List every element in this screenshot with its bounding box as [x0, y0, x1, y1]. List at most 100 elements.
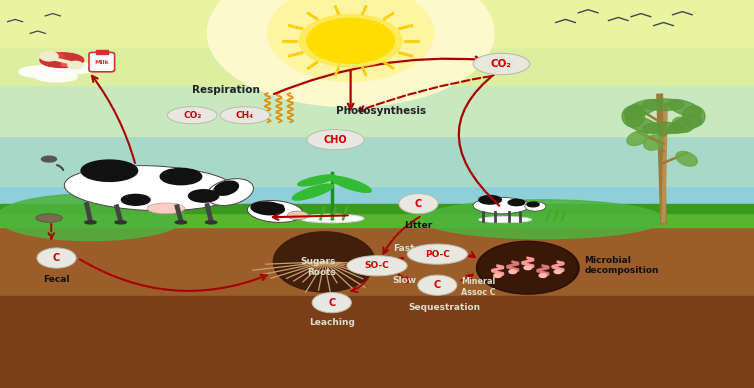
Circle shape: [68, 61, 83, 69]
Text: Photosynthesis: Photosynthesis: [336, 106, 426, 116]
Ellipse shape: [167, 107, 217, 124]
Ellipse shape: [175, 221, 187, 224]
Circle shape: [307, 18, 394, 63]
Ellipse shape: [40, 53, 84, 68]
Ellipse shape: [626, 116, 659, 133]
Text: Sugars: Sugars: [300, 257, 336, 267]
Circle shape: [477, 241, 579, 294]
Bar: [0, 186, 754, 221]
Ellipse shape: [41, 156, 57, 162]
Ellipse shape: [407, 244, 467, 264]
Circle shape: [40, 52, 58, 61]
Text: Microbial
decomposition: Microbial decomposition: [584, 256, 659, 275]
Circle shape: [37, 248, 76, 268]
Circle shape: [494, 274, 501, 277]
Bar: [0, 221, 754, 388]
Ellipse shape: [64, 166, 238, 211]
Ellipse shape: [287, 211, 308, 220]
Ellipse shape: [644, 135, 663, 150]
Ellipse shape: [84, 221, 97, 224]
Ellipse shape: [205, 221, 217, 224]
Ellipse shape: [299, 214, 364, 223]
Ellipse shape: [307, 130, 364, 150]
Circle shape: [299, 14, 402, 67]
Ellipse shape: [147, 203, 185, 214]
Ellipse shape: [622, 106, 645, 127]
Ellipse shape: [35, 72, 77, 82]
Ellipse shape: [161, 168, 201, 185]
Ellipse shape: [642, 99, 685, 111]
Ellipse shape: [624, 105, 645, 120]
Ellipse shape: [527, 202, 539, 207]
Ellipse shape: [0, 194, 185, 241]
Bar: [0, 206, 754, 227]
Text: C: C: [328, 298, 336, 308]
Text: C: C: [415, 199, 422, 209]
Ellipse shape: [673, 117, 692, 132]
Ellipse shape: [207, 0, 494, 107]
Bar: [0, 47, 754, 85]
Circle shape: [509, 270, 516, 274]
Ellipse shape: [474, 54, 529, 75]
Ellipse shape: [676, 151, 697, 166]
Circle shape: [274, 204, 284, 209]
Text: C: C: [434, 280, 441, 290]
Ellipse shape: [668, 116, 701, 133]
Bar: [0, 204, 754, 213]
Bar: [0, 85, 754, 136]
Ellipse shape: [121, 194, 150, 205]
FancyBboxPatch shape: [89, 52, 115, 72]
Text: Fecal: Fecal: [43, 275, 70, 284]
Ellipse shape: [330, 176, 371, 192]
Ellipse shape: [81, 160, 138, 181]
Text: CO₂: CO₂: [183, 111, 201, 120]
Text: SO-C: SO-C: [365, 261, 389, 270]
Circle shape: [539, 274, 547, 277]
Text: PO-C: PO-C: [425, 249, 449, 259]
Text: Milk: Milk: [94, 60, 109, 64]
Text: Mineral
Assoc C: Mineral Assoc C: [461, 277, 496, 297]
Ellipse shape: [627, 131, 648, 146]
Text: C: C: [53, 253, 60, 263]
Bar: [96, 50, 108, 54]
Circle shape: [418, 275, 457, 295]
Text: Fast: Fast: [393, 244, 415, 253]
Circle shape: [399, 194, 438, 214]
Ellipse shape: [214, 181, 238, 195]
Bar: [0, 0, 754, 47]
Circle shape: [554, 270, 562, 274]
Ellipse shape: [188, 190, 219, 202]
Bar: [0, 296, 754, 388]
Ellipse shape: [251, 202, 284, 215]
Ellipse shape: [293, 184, 333, 200]
Ellipse shape: [668, 100, 701, 117]
Ellipse shape: [525, 202, 546, 211]
Ellipse shape: [61, 62, 75, 67]
Bar: [0, 136, 754, 186]
Text: Litter: Litter: [404, 221, 433, 230]
Ellipse shape: [347, 256, 407, 276]
Ellipse shape: [36, 214, 62, 222]
Ellipse shape: [220, 107, 270, 124]
Ellipse shape: [422, 200, 664, 239]
Text: CH₄: CH₄: [236, 111, 254, 120]
Text: Slow: Slow: [392, 275, 416, 285]
Text: Sequestration: Sequestration: [409, 303, 481, 312]
Ellipse shape: [207, 178, 253, 206]
Ellipse shape: [115, 221, 127, 224]
Ellipse shape: [508, 199, 525, 206]
Text: CO₂: CO₂: [491, 59, 512, 69]
Text: Leaching: Leaching: [309, 318, 354, 327]
Circle shape: [312, 293, 351, 313]
Circle shape: [524, 266, 532, 270]
Text: CHO: CHO: [323, 135, 348, 145]
Circle shape: [479, 242, 577, 293]
Ellipse shape: [626, 100, 659, 117]
Ellipse shape: [19, 66, 64, 78]
Ellipse shape: [474, 197, 529, 214]
Text: Roots: Roots: [307, 268, 336, 277]
Ellipse shape: [39, 62, 96, 74]
Ellipse shape: [479, 217, 532, 223]
Ellipse shape: [479, 196, 501, 204]
Ellipse shape: [642, 122, 685, 134]
